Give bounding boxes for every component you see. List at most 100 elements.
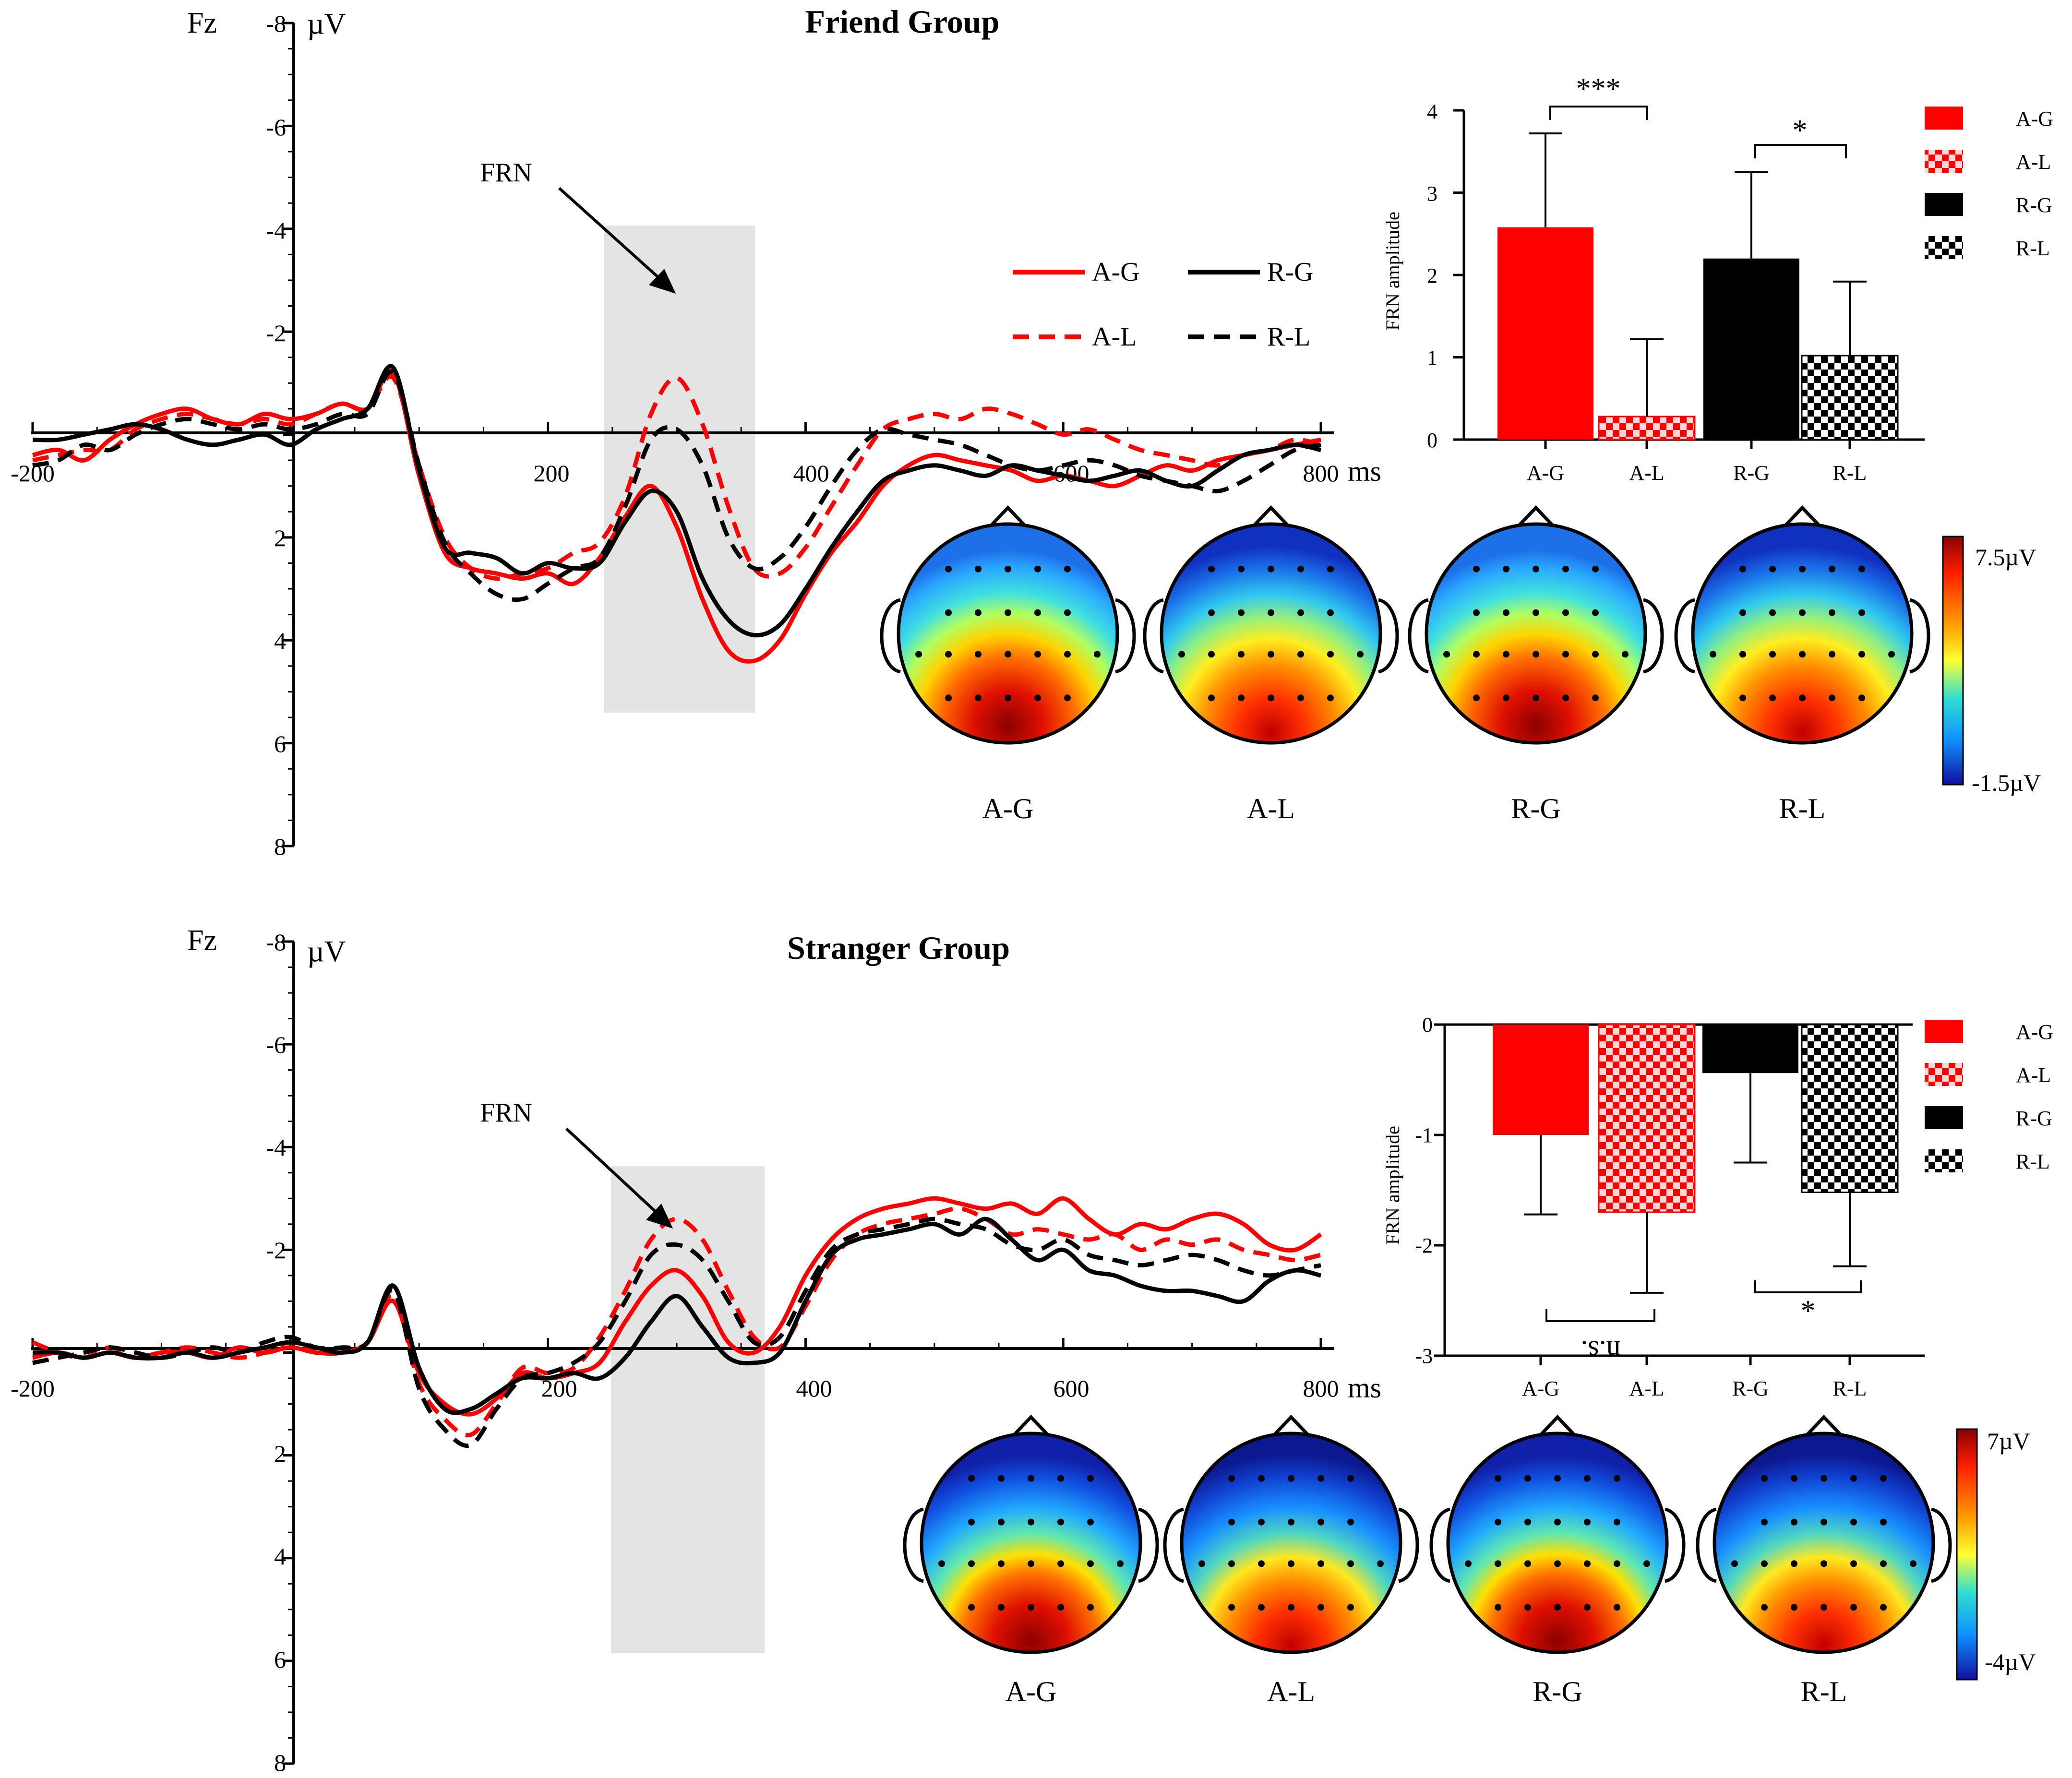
stranger-electrode <box>1554 1518 1561 1526</box>
friend-scalp-map <box>1160 522 1382 745</box>
friend-electrode <box>945 651 952 658</box>
stranger-electrode <box>1288 1560 1294 1567</box>
friend-waveform-r-g <box>32 364 1322 638</box>
friend-scalp-label: A-G <box>982 793 1034 824</box>
friend-electrode <box>1562 651 1569 658</box>
friend-electrode <box>1503 651 1509 658</box>
friend-electrode <box>1888 651 1895 658</box>
friend-bar-r-l <box>1801 355 1899 441</box>
stranger-electrode <box>1317 1518 1324 1526</box>
friend-electrode <box>975 565 982 573</box>
friend-scalp-label: A-L <box>1247 793 1295 824</box>
friend-xtick-label: 400 <box>793 460 829 487</box>
friend-electrode <box>1473 694 1480 702</box>
stranger-ytick-label: -2 <box>266 1237 286 1264</box>
friend-x-unit: ms <box>1348 455 1381 487</box>
stranger-electrode <box>1584 1604 1591 1611</box>
stranger-electrode <box>1761 1475 1768 1482</box>
friend-head-left-ear <box>880 598 901 674</box>
stranger-electrode <box>1910 1560 1916 1567</box>
stranger-electrode <box>1258 1560 1265 1567</box>
friend-xtick-label: 200 <box>534 460 570 487</box>
friend-electrode <box>1297 651 1304 658</box>
friend-electrode <box>975 651 982 658</box>
stranger-electrode <box>1880 1518 1887 1526</box>
stranger-head-right-ear <box>1398 1507 1419 1583</box>
stranger-bar-r-g <box>1702 1025 1798 1074</box>
friend-electrode <box>1443 651 1450 658</box>
stranger-electrode <box>1643 1560 1650 1567</box>
friend-waveform-a-l <box>32 374 1322 581</box>
stranger-electrode <box>968 1475 975 1482</box>
friend-electrode <box>1034 609 1041 616</box>
friend-electrode <box>1208 694 1215 702</box>
friend-electrode <box>1739 651 1746 658</box>
stranger-electrode <box>1465 1560 1472 1567</box>
stranger-electrode <box>1614 1560 1620 1567</box>
friend-electrode <box>915 651 922 658</box>
friend-ytick-label: 4 <box>274 627 286 654</box>
stranger-bar-ylabel: FRN amplitude <box>1382 1126 1403 1245</box>
stranger-electrode <box>1317 1604 1324 1611</box>
friend-electrode <box>1829 565 1835 573</box>
stranger-bar-ytick: 0 <box>1422 1013 1433 1037</box>
friend-bar-ylabel: FRN amplitude <box>1382 212 1403 331</box>
stranger-bar-r-l <box>1801 1024 1899 1193</box>
stranger-electrode <box>1554 1475 1561 1482</box>
stranger-head-right-ear <box>1138 1507 1159 1583</box>
stranger-ytick-label: 8 <box>274 1749 286 1776</box>
stranger-electrode <box>1820 1518 1827 1526</box>
friend-electrode <box>1503 565 1509 573</box>
scalp-head-icon <box>1163 1414 1419 1654</box>
friend-head-right-ear <box>1642 598 1664 674</box>
friend-electrode <box>1769 565 1776 573</box>
stranger-electrode <box>1258 1475 1265 1482</box>
friend-electrode <box>1739 694 1746 702</box>
stranger-erp-title: Stranger Group <box>787 930 1010 966</box>
friend-electrode <box>1064 694 1071 702</box>
friend-electrode <box>1064 565 1071 573</box>
friend-electrode <box>1473 651 1480 658</box>
stranger-electrode <box>1524 1475 1531 1482</box>
friend-bar-legend-a-l: A-L <box>2016 150 2051 174</box>
friend-electrode <box>1064 609 1071 616</box>
stranger-scalp-label: A-L <box>1267 1676 1315 1707</box>
scalp-head-icon <box>1408 505 1664 745</box>
friend-electrode <box>1739 565 1746 573</box>
friend-electrode <box>1327 609 1334 616</box>
friend-sig-bracket-a <box>1549 106 1648 120</box>
friend-errorbar-a-g <box>1529 132 1562 227</box>
stranger-electrode <box>1347 1518 1354 1526</box>
stranger-electrode <box>1228 1560 1235 1567</box>
stranger-electrode <box>1880 1604 1887 1611</box>
stranger-sig-label-b: * <box>1801 1295 1816 1327</box>
friend-legend-r-g: R-G <box>1267 257 1313 287</box>
friend-bar-ytick: 3 <box>1427 182 1437 205</box>
stranger-electrode <box>1228 1475 1235 1482</box>
friend-electrode <box>1562 609 1569 616</box>
friend-electrode <box>1357 651 1364 658</box>
stranger-head-left-ear <box>1429 1507 1451 1583</box>
scalp-head-icon <box>1429 1414 1686 1654</box>
stranger-frn-annotation: FRN <box>480 1098 532 1128</box>
stranger-bar-legend-r-g: R-G <box>2016 1107 2052 1130</box>
stranger-ytick-label: 2 <box>274 1440 286 1467</box>
stranger-scalp-map <box>920 1432 1142 1654</box>
friend-scalp-map <box>897 522 1119 745</box>
stranger-electrode <box>1820 1604 1827 1611</box>
friend-electrode <box>1297 609 1304 616</box>
scalp-head-icon <box>903 1414 1159 1654</box>
stranger-electrode <box>1057 1560 1064 1567</box>
friend-electrode <box>945 694 952 702</box>
stranger-scalp-label: R-L <box>1801 1676 1847 1707</box>
stranger-bar-legend-a-l: A-L <box>2016 1063 2051 1087</box>
friend-ytick-label: -6 <box>266 114 286 141</box>
stranger-electrode <box>998 1475 1005 1482</box>
stranger-electrode <box>1584 1518 1591 1526</box>
friend-erp-panel: Friend Group Fz µV ms -200 200 400 600 8… <box>11 3 1381 860</box>
friend-frn-window <box>604 226 755 713</box>
stranger-waveform-r-l <box>32 1217 1321 1448</box>
stranger-electrode <box>1087 1518 1094 1526</box>
stranger-scalp-map <box>1446 1432 1669 1654</box>
friend-electrode <box>1005 694 1011 702</box>
